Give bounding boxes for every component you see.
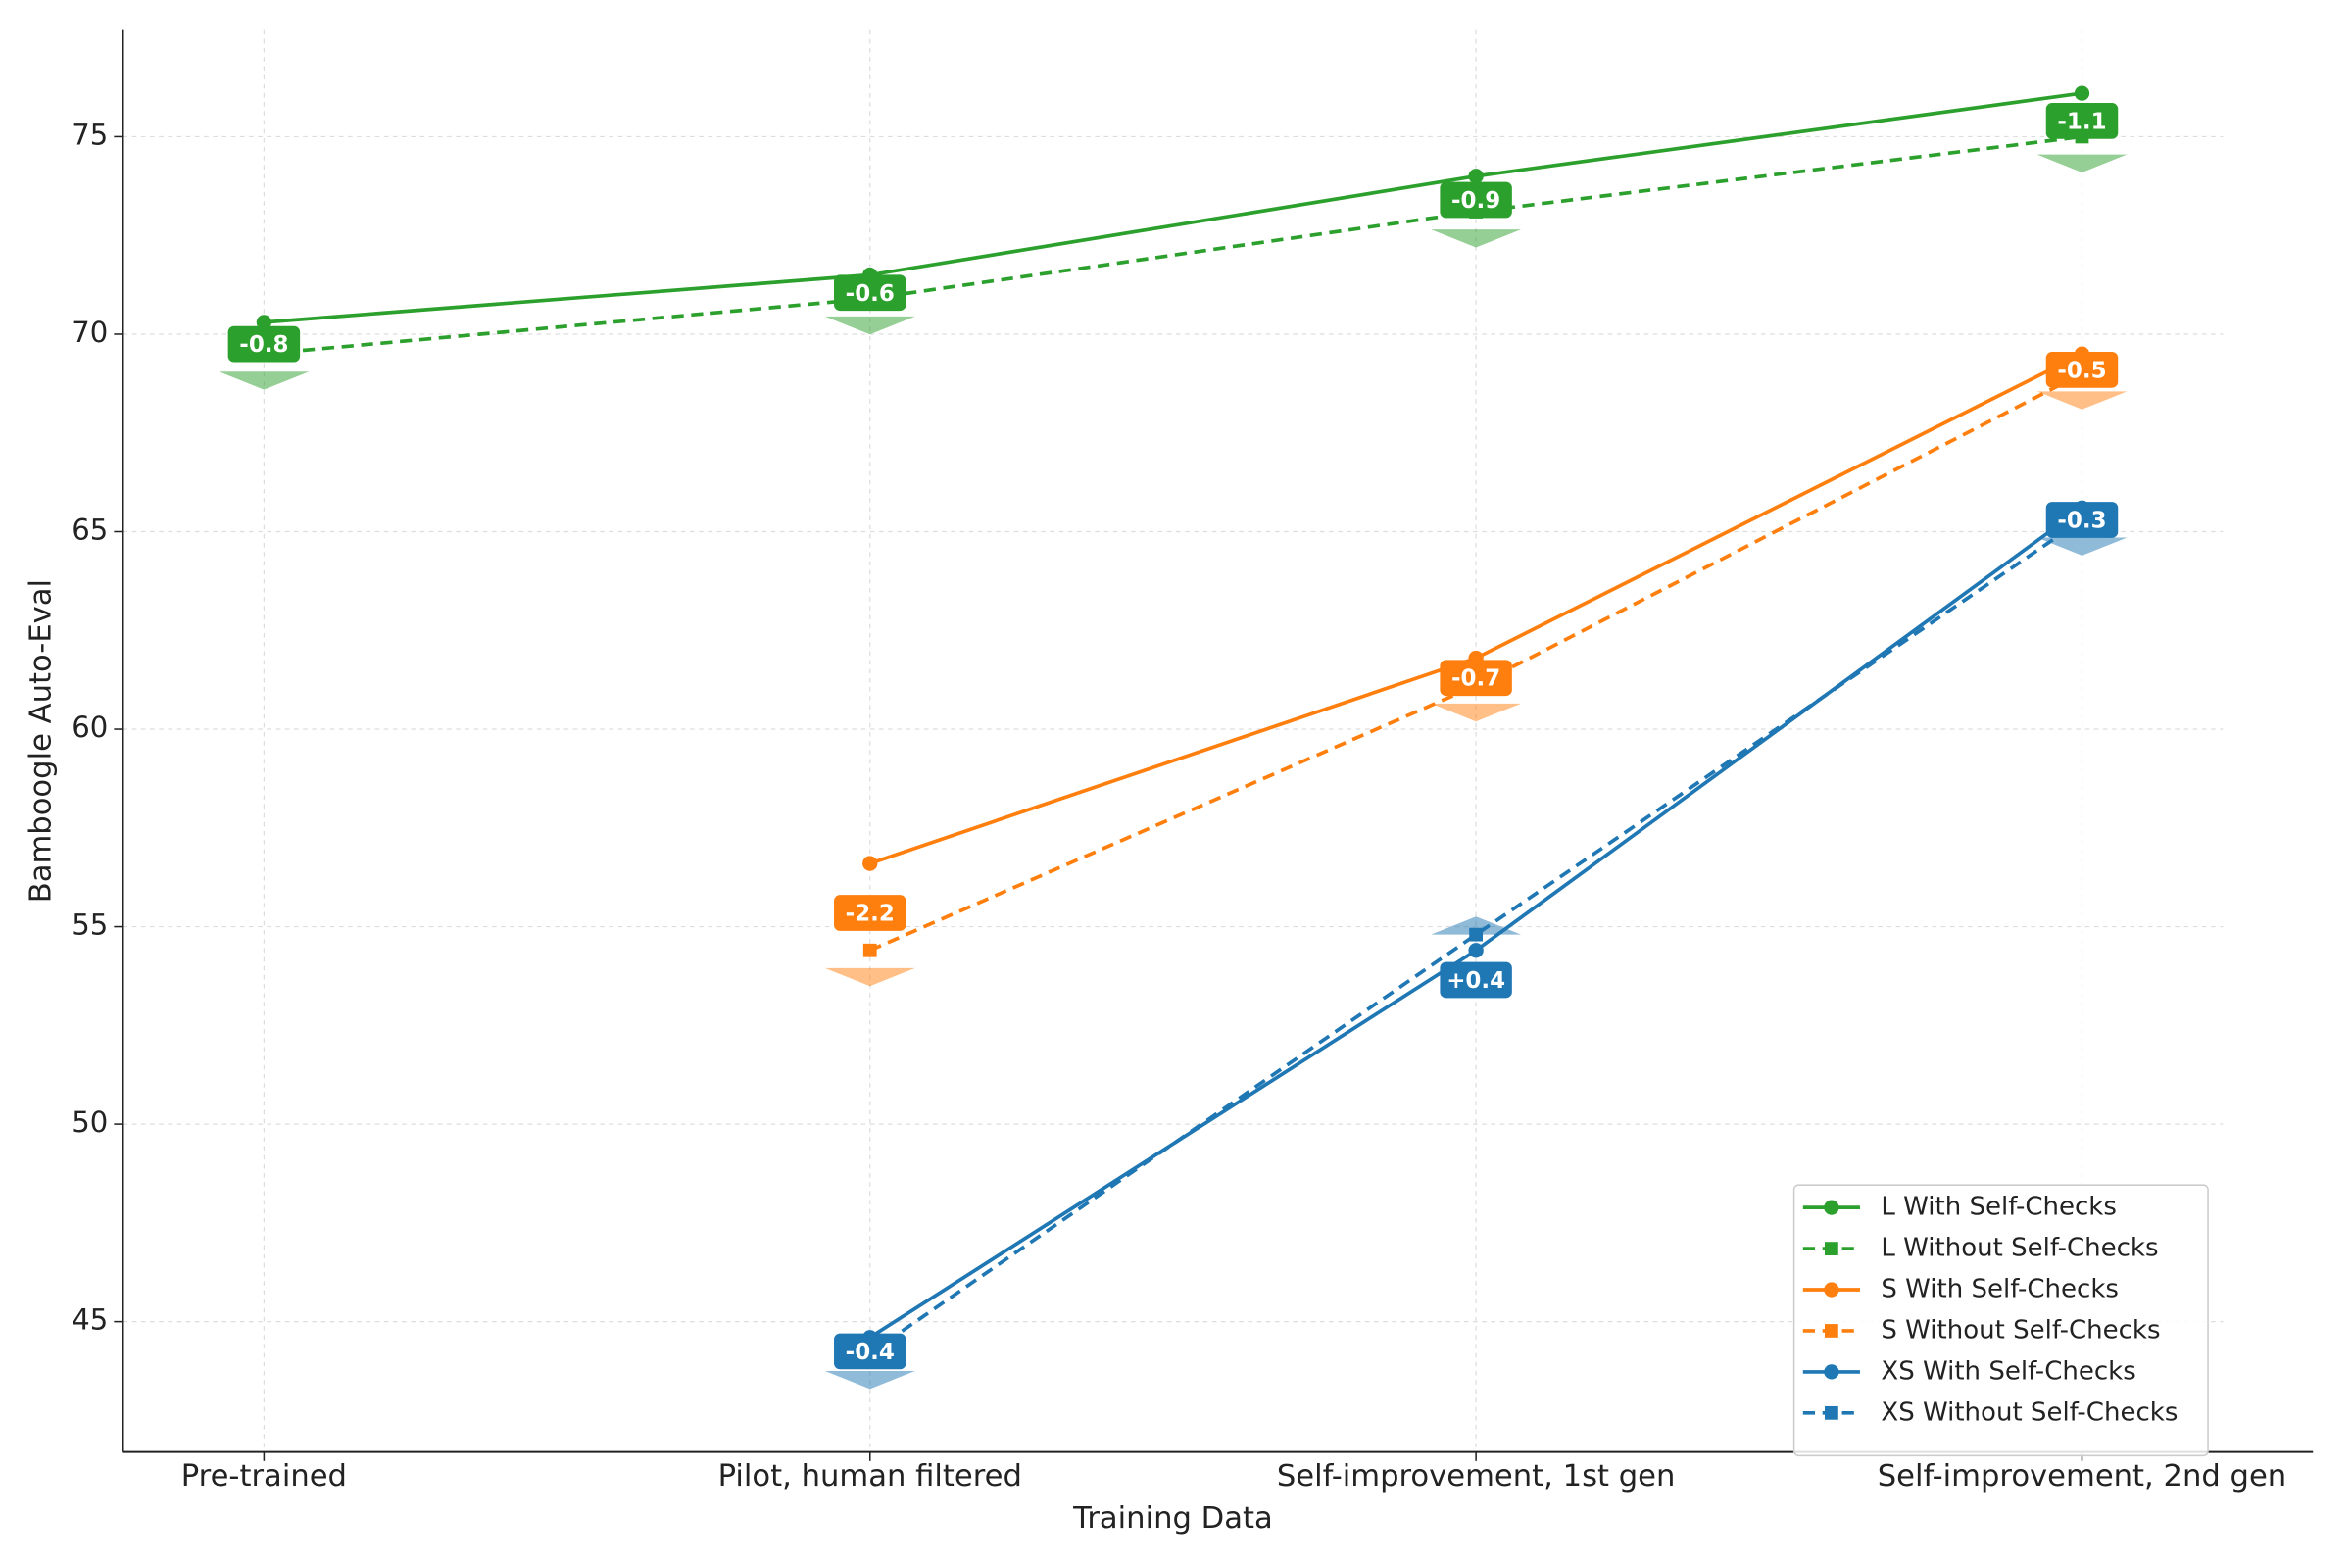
legend-marker: [1824, 1200, 1839, 1215]
x-axis-label: Training Data: [1072, 1501, 1273, 1536]
delta-arrow: [1431, 916, 1522, 935]
y-tick-label: 65: [72, 514, 108, 547]
legend-marker: [1824, 1364, 1839, 1380]
delta-label: -0.7: [1451, 666, 1500, 692]
delta-badge: [227, 325, 301, 363]
delta-arrow: [219, 371, 310, 390]
delta-badge: [834, 1333, 906, 1370]
delta-label: -0.9: [1451, 188, 1500, 214]
marker: [1468, 169, 1484, 184]
delta-label: -2.2: [846, 902, 895, 927]
delta-badge: [834, 274, 906, 312]
x-tick-label: Self-improvement, 2nd gen: [1878, 1459, 2286, 1494]
delta-label: -0.6: [846, 281, 895, 307]
x-tick-label: Pre-trained: [181, 1459, 347, 1494]
y-tick-label: 55: [72, 908, 108, 942]
y-tick-label: 60: [72, 710, 108, 744]
legend-marker: [1824, 1405, 1838, 1420]
legend-label: S With Self-Checks: [1881, 1275, 2119, 1304]
delta-arrow: [824, 967, 915, 987]
delta-badge: [1440, 961, 1512, 999]
delta-badge: [1440, 181, 1512, 219]
x-tick-label: Self-improvement, 1st gen: [1277, 1459, 1676, 1494]
y-tick-label: 75: [72, 118, 108, 151]
marker: [2074, 85, 2090, 101]
delta-arrow: [2036, 154, 2128, 172]
delta-badge: [2045, 351, 2119, 388]
marker: [862, 943, 877, 957]
x-tick-label: Pilot, human filtered: [718, 1459, 1022, 1494]
marker: [1468, 943, 1484, 958]
legend-label: XS With Self-Checks: [1881, 1356, 2135, 1386]
series-line: [868, 517, 2083, 1355]
delta-label: -0.8: [239, 332, 288, 358]
legend-marker: [1824, 1242, 1838, 1255]
delta-arrow: [2036, 391, 2128, 410]
series-line: [264, 134, 2082, 356]
y-tick-label: 45: [72, 1303, 108, 1337]
legend-label: S Without Self-Checks: [1881, 1315, 2160, 1345]
y-tick-label: 50: [72, 1105, 108, 1139]
delta-label: -0.4: [846, 1340, 895, 1365]
legend-label: XS Without Self-Checks: [1881, 1397, 2178, 1427]
legend-label: L With Self-Checks: [1881, 1193, 2117, 1222]
legend-marker: [1824, 1324, 1838, 1338]
delta-arrow: [824, 1371, 915, 1390]
delta-badge: [2045, 103, 2119, 139]
delta-arrow: [824, 316, 915, 335]
delta-label: +0.4: [1446, 968, 1505, 994]
delta-label: -1.1: [2057, 109, 2106, 134]
y-tick-label: 70: [72, 316, 108, 349]
legend-label: L Without Self-Checks: [1881, 1234, 2158, 1263]
series-line: [869, 371, 2083, 953]
delta-badge: [2045, 502, 2119, 538]
marker: [1469, 927, 1484, 942]
delta-badge: [834, 895, 906, 931]
delta-label: -0.3: [2057, 509, 2106, 534]
delta-arrow: [1431, 703, 1522, 722]
legend-marker: [1824, 1282, 1839, 1298]
delta-layer: [219, 154, 2128, 1390]
series-line: [264, 91, 2082, 324]
delta-arrow: [1431, 229, 1522, 248]
marker: [862, 856, 878, 871]
delta-label: -0.5: [2057, 358, 2106, 383]
delta-badge: [1440, 660, 1512, 697]
marker: [256, 315, 272, 330]
delta-arrow: [2036, 537, 2128, 556]
legend-box: [1792, 1184, 2209, 1457]
y-axis-label: Bamboogle Auto-Eval: [24, 579, 58, 903]
